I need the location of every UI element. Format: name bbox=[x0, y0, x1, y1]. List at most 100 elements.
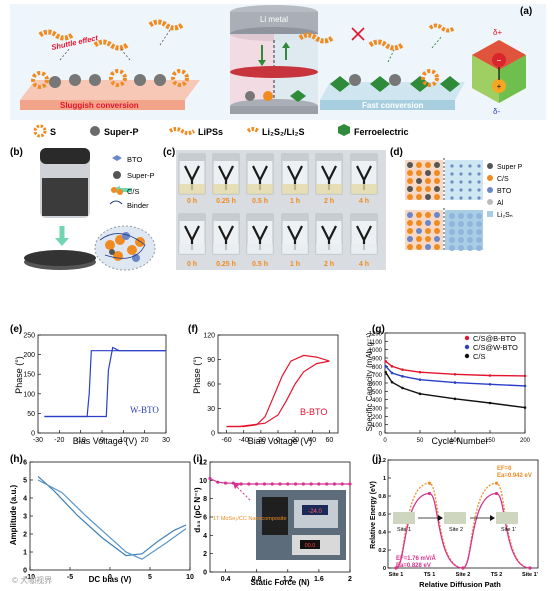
solution bbox=[351, 244, 377, 254]
data-point bbox=[401, 368, 404, 371]
b-superp: Super-P bbox=[127, 171, 155, 180]
x-tick-label: Site 2 bbox=[456, 572, 471, 578]
d-particle bbox=[416, 220, 422, 226]
data-point bbox=[488, 382, 492, 386]
d-polysulfide bbox=[477, 164, 481, 168]
d-polysulfide bbox=[459, 164, 463, 168]
x-tick-label: 0 bbox=[276, 437, 280, 444]
d-polysulfide bbox=[477, 180, 481, 184]
c-time-top: 0 h bbox=[187, 198, 197, 205]
solution bbox=[316, 244, 342, 254]
data-point bbox=[325, 482, 329, 486]
energy-point bbox=[427, 481, 432, 485]
d-particle bbox=[425, 162, 431, 168]
c-time-bottom: 2 h bbox=[324, 261, 334, 268]
g-legend: C/S@B-BTO C/S@W-BTO C/S bbox=[464, 334, 518, 361]
y-tick-label: 1200 bbox=[369, 332, 383, 338]
x-tick-label: 0.4 bbox=[221, 576, 231, 583]
panel-label-i: (i) bbox=[193, 454, 202, 465]
d-bto bbox=[467, 229, 473, 235]
c-times-bottom: 0 h 0.25 h 0.5 h 1 h 2 h 4 h bbox=[187, 261, 369, 268]
d-polysulfide bbox=[450, 164, 454, 168]
f-ylabel: Phase (°) bbox=[192, 356, 202, 394]
i-inset-photo: -24.0 00.0 bbox=[256, 490, 346, 560]
y-tick-label: 0 bbox=[203, 570, 207, 577]
d-particle bbox=[416, 228, 422, 234]
y-tick-label: 700 bbox=[372, 373, 383, 379]
d-superp: Super P bbox=[497, 164, 523, 171]
y-tick-label: 0 bbox=[383, 566, 386, 572]
d-bto bbox=[449, 237, 455, 243]
d-bto bbox=[476, 221, 482, 227]
x-tick-label: 0 bbox=[108, 574, 112, 581]
y-tick-label: 100 bbox=[372, 423, 383, 429]
panel-label-j: (j) bbox=[372, 454, 381, 465]
legend-s: S bbox=[50, 127, 56, 137]
y-tick-label: 150 bbox=[23, 372, 35, 379]
x-tick-label: 1.6 bbox=[314, 576, 324, 583]
inset-display-2: 00.0 bbox=[305, 543, 316, 549]
data-point bbox=[309, 482, 313, 486]
d-bto bbox=[476, 229, 482, 235]
d-particle bbox=[416, 212, 422, 218]
panel-label-b: (b) bbox=[10, 147, 23, 158]
vial-cap bbox=[351, 214, 377, 221]
x-tick-label: Site 1 bbox=[389, 572, 404, 578]
d-bto bbox=[476, 213, 482, 219]
d-polysulfide bbox=[459, 188, 463, 192]
delta-plus-label: δ+ bbox=[493, 28, 502, 37]
b-binder: Binder bbox=[127, 201, 149, 210]
data-point bbox=[384, 360, 388, 363]
data-point bbox=[216, 480, 220, 484]
y-tick-label: 250 bbox=[23, 333, 35, 340]
panel-b: (b) BTO Super-P C/S Binder bbox=[10, 147, 156, 271]
plus-sign: + bbox=[497, 82, 502, 91]
d-particle bbox=[434, 244, 440, 250]
x-tick-label: 10 bbox=[119, 437, 127, 444]
d-bto bbox=[458, 237, 464, 243]
solution bbox=[213, 244, 239, 254]
sluggish-label: Sluggish conversion bbox=[60, 101, 139, 110]
d-particle bbox=[434, 170, 440, 176]
inset-display-1: -24.0 bbox=[308, 509, 322, 515]
x-tick-label: 100 bbox=[450, 438, 461, 444]
data-point bbox=[418, 378, 422, 381]
plot-frame bbox=[217, 334, 339, 434]
y-tick-label: 1000 bbox=[369, 348, 383, 354]
data-point bbox=[418, 392, 422, 396]
d-legend: Super P C/S BTO Al Li₂Sₙ bbox=[487, 163, 523, 219]
data-point bbox=[523, 406, 527, 409]
energy-point bbox=[494, 491, 499, 496]
y-tick-label: 900 bbox=[372, 357, 383, 363]
panel-g: (g) 0 50 100 150 200 0 100 200 300 400 500 600 700 80… bbox=[365, 324, 531, 446]
x-tick-label: -10 bbox=[25, 574, 35, 581]
data-point bbox=[239, 482, 243, 486]
i-inset-note: 1T MoSe₂/CC Nanocomposite bbox=[213, 516, 287, 522]
j-xlabel: Relative Diffusion Path bbox=[419, 580, 501, 589]
i-ylabel: d₃₃ (pC N⁻¹) bbox=[193, 487, 202, 533]
x-tick-label: -30 bbox=[33, 437, 43, 444]
solution bbox=[247, 244, 273, 254]
x-tick-label: 60 bbox=[326, 437, 334, 444]
d-polysulfide bbox=[468, 180, 472, 184]
j-ef0-1: EF=0 bbox=[497, 466, 512, 472]
y-tick-label: 3 bbox=[23, 514, 27, 521]
d-particle bbox=[425, 244, 431, 250]
x-tick-label: 0 bbox=[383, 438, 387, 444]
data-point bbox=[390, 380, 394, 384]
g-ylabel: Specific Capacity (mAh g⁻¹) bbox=[365, 332, 374, 431]
j-ylabel: Relative Energy (eV) bbox=[370, 481, 377, 549]
legend-superp: Super-P bbox=[104, 127, 139, 137]
d-particle bbox=[434, 212, 440, 218]
delta-minus-label: δ- bbox=[493, 107, 500, 116]
data-point bbox=[278, 482, 282, 486]
y-tick-label: 0.2 bbox=[378, 548, 386, 554]
d-particle bbox=[425, 186, 431, 192]
d-particle bbox=[425, 178, 431, 184]
panel-f: (f) -60 -40 -20 0 20 40 60 0 30 60 90 120 B-BTO Bia… bbox=[188, 324, 339, 446]
x-tick-label: 5 bbox=[148, 574, 152, 581]
energy-point bbox=[494, 481, 499, 485]
d-particle bbox=[407, 220, 413, 226]
j-site-label-1: Site 1 bbox=[397, 527, 411, 533]
y-tick-label: 2 bbox=[203, 551, 207, 558]
